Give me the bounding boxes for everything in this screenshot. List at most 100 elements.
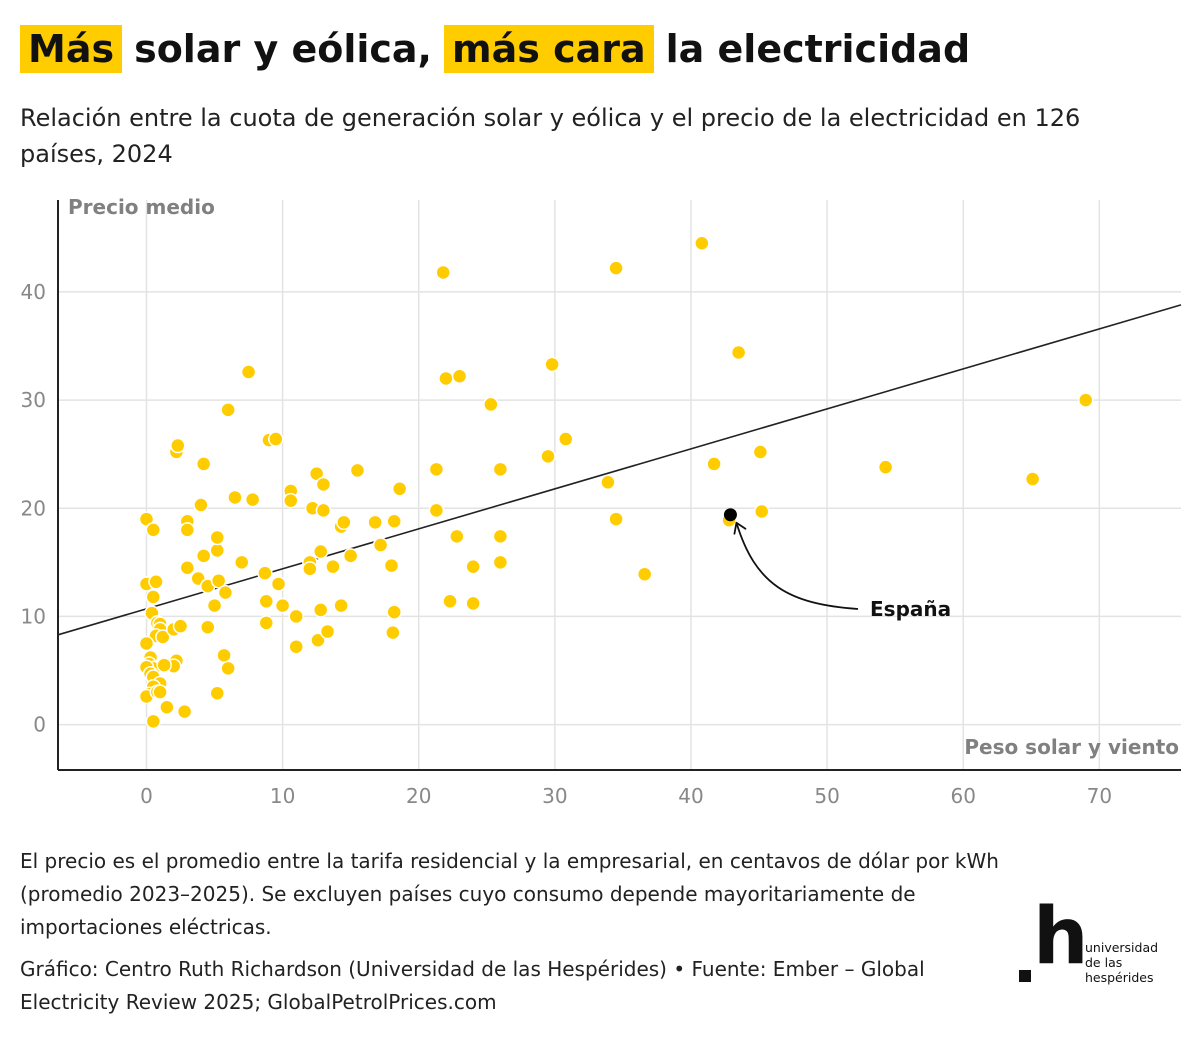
data-point [383,557,400,574]
data-point [195,456,212,472]
data-point [319,623,336,640]
data-point [302,561,318,577]
data-point [336,514,352,531]
source-credit: Gráfico: Centro Ruth Richardson (Univers… [20,957,925,1014]
data-point [145,713,162,730]
data-point [210,572,227,589]
y-tick-label: 10 [21,604,46,628]
highlight-point-espana [723,508,737,522]
data-point [349,462,366,479]
data-point [288,638,304,655]
data-point [600,474,616,491]
data-point [268,431,284,447]
data-point [540,448,556,465]
data-point [483,396,499,413]
chart-subtitle: Relación entre la cuota de generación so… [20,104,1081,168]
data-point [706,456,722,472]
data-point [220,660,236,677]
data-point [367,514,383,531]
data-point [315,476,332,493]
data-point [138,635,155,652]
data-point [877,459,894,475]
data-point [492,528,509,545]
trend-layer [57,304,1182,636]
title-highlight-1: Más [20,25,123,73]
data-point [435,264,451,281]
data-point [234,554,250,571]
x-tick-label: 10 [270,784,295,808]
logo-line-3: hespérides [1085,970,1154,985]
trend-line [57,304,1182,636]
y-axis-title: Precio medio [68,195,215,219]
data-point [170,437,186,454]
data-point [179,559,196,576]
data-point [155,629,171,645]
data-point [465,595,481,612]
logo-wordmark: universidad de las hespérides [1085,940,1158,985]
data-point [240,364,257,380]
title-text-1: solar y eólica, [134,27,432,71]
data-point [310,632,326,648]
data-point [152,684,168,700]
data-point [209,529,226,546]
data-point [385,624,401,641]
data-point [257,565,273,581]
data-point [209,542,226,559]
annotation-label-espana: España [870,597,951,621]
data-point [206,597,223,614]
data-point [386,604,402,620]
data-point [451,368,468,385]
data-point [1077,392,1094,408]
data-point [195,548,212,564]
data-point [636,566,653,582]
data-point [270,576,287,592]
data-point [258,593,275,610]
data-point [333,597,349,614]
data-point [438,370,454,387]
title-text-2: la electricidad [665,27,971,71]
data-point [694,235,710,252]
x-axis-title: Peso solar y viento [964,735,1179,759]
grid-layer [58,200,1181,770]
data-point [156,657,172,673]
data-point [492,554,509,571]
data-point [608,511,624,527]
data-point [274,597,291,614]
y-tick-label: 20 [21,496,46,520]
y-tick-label: 0 [33,713,46,737]
logo-mark: h [1033,892,1089,982]
logo-dot [1019,970,1031,982]
data-point [372,537,389,553]
university-logo: h universidad de las hespérides [1015,898,1185,987]
x-tick-label: 0 [140,784,153,808]
data-point [288,608,304,625]
y-tick-label: 30 [21,388,46,412]
data-point [465,558,481,575]
data-point [220,402,236,418]
data-point [325,558,341,575]
x-tick-label: 70 [1087,784,1112,808]
annotation-arrow [735,522,859,610]
data-point [449,528,465,545]
data-point [492,461,509,478]
x-tick-label: 50 [814,784,839,808]
data-point [217,584,234,601]
data-point [608,260,624,276]
data-point [159,699,175,716]
y-tick-label: 40 [21,280,46,304]
axis-layer: 0 10 20 30 40 50 60 70 0 10 20 30 40 Precio medio Peso… [21,195,1181,808]
x-tick-label: 20 [406,784,431,808]
title-highlight-2: más cara [443,25,654,73]
scatter-chart: 0 10 20 30 40 50 60 70 0 10 20 30 40 Precio medio Peso… [21,195,1182,808]
data-point [176,703,193,720]
data-point [312,602,329,618]
data-point [193,497,209,513]
data-point [209,685,226,701]
data-point [544,356,560,373]
x-tick-label: 30 [542,784,567,808]
annotation-layer: España [723,508,951,621]
data-point [258,615,275,631]
data-point [752,444,769,460]
data-point [172,618,189,634]
data-point [315,502,332,519]
